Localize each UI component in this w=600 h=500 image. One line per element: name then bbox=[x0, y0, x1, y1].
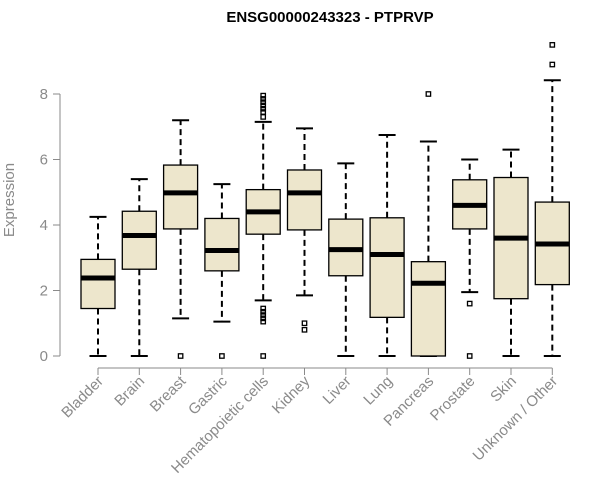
outlier-point bbox=[301, 326, 308, 333]
x-tick-label: Breast bbox=[147, 372, 190, 415]
x-tick-label: Lung bbox=[360, 373, 396, 409]
outlier-point bbox=[260, 114, 267, 120]
outlier-point bbox=[260, 318, 267, 325]
box-group bbox=[410, 91, 447, 357]
chart-title: ENSG00000243323 - PTPRVP bbox=[226, 9, 433, 26]
box-group bbox=[452, 158, 488, 359]
outlier-point bbox=[260, 99, 267, 106]
box-iqr bbox=[162, 164, 199, 230]
box-group bbox=[121, 178, 157, 357]
x-tick-label: Liver bbox=[320, 373, 355, 408]
box-iqr bbox=[369, 217, 405, 319]
y-axis-label: Expression bbox=[1, 163, 18, 237]
outlier-point bbox=[260, 305, 267, 312]
outlier-point bbox=[260, 312, 267, 318]
x-tick-label: Prostate bbox=[427, 373, 479, 425]
outlier-point bbox=[260, 92, 267, 99]
box-group bbox=[162, 119, 199, 359]
box-iqr bbox=[410, 261, 447, 357]
y-tick-label: 2 bbox=[40, 283, 48, 300]
outlier-point bbox=[219, 353, 225, 359]
box-group bbox=[328, 162, 364, 357]
y-tick-label: 6 bbox=[40, 152, 48, 169]
outlier-point bbox=[177, 353, 184, 359]
outlier-point bbox=[425, 91, 432, 97]
box-iqr bbox=[204, 217, 240, 272]
outlier-point bbox=[260, 308, 267, 315]
box-group bbox=[245, 92, 281, 359]
x-tick-label: Brain bbox=[111, 373, 148, 410]
box-iqr bbox=[80, 258, 116, 310]
y-tick-label: 0 bbox=[40, 348, 48, 365]
outlier-point bbox=[466, 353, 473, 359]
box-group bbox=[80, 215, 116, 357]
box-group bbox=[204, 183, 240, 359]
outlier-point bbox=[260, 353, 267, 359]
x-tick-label: Skin bbox=[487, 373, 520, 406]
y-ticks: 0 2 4 6 8 bbox=[40, 86, 60, 365]
outlier-point bbox=[549, 61, 556, 68]
outlier-point bbox=[260, 96, 267, 102]
outlier-point bbox=[260, 109, 267, 115]
y-tick-label: 4 bbox=[40, 217, 48, 234]
box-group bbox=[286, 127, 323, 333]
outlier-point bbox=[260, 102, 267, 109]
x-tick-label: Bladder bbox=[58, 373, 107, 422]
boxes bbox=[80, 42, 570, 359]
box-group bbox=[534, 42, 570, 357]
box-iqr bbox=[121, 210, 157, 270]
box-group bbox=[369, 133, 405, 357]
outlier-point bbox=[466, 300, 473, 307]
outlier-point bbox=[260, 105, 267, 112]
outlier-point bbox=[549, 42, 556, 48]
y-tick-label: 8 bbox=[40, 86, 48, 103]
x-tick-label: Kidney bbox=[269, 372, 314, 417]
box-group bbox=[493, 148, 529, 357]
box-iqr bbox=[286, 169, 323, 231]
outlier-point bbox=[260, 315, 267, 322]
outlier-point bbox=[301, 320, 308, 327]
